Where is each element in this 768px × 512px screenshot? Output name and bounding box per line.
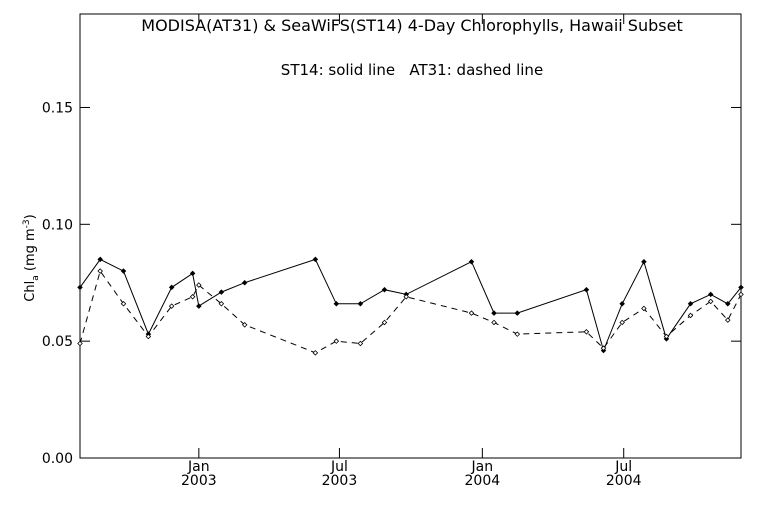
axes-group: 0.000.050.100.15Jan2003Jul2003Jan2004Jul…	[42, 13, 742, 489]
chart-title: MODISA(AT31) & SeaWiFS(ST14) 4-Day Chlor…	[141, 16, 682, 35]
point-at31-8	[241, 322, 248, 328]
x-tick-year-3: 2004	[606, 473, 642, 489]
point-at31-19	[619, 319, 625, 326]
point-at31-14	[468, 310, 475, 316]
point-st14-16	[514, 310, 521, 316]
y-axis-label: Chla (mg m-3)	[22, 214, 41, 301]
x-tick-year-1: 2003	[322, 473, 358, 489]
x-tick-month-3: Jul	[614, 459, 632, 475]
point-st14-9	[312, 256, 319, 263]
y-tick-label-2: 0.10	[42, 217, 73, 233]
point-st14-8	[241, 279, 248, 286]
chart-annotation: ST14: solid line AT31: dashed line	[281, 61, 543, 79]
point-st14-5	[189, 270, 196, 277]
point-st14-19	[619, 301, 625, 307]
point-st14-6	[196, 303, 202, 309]
y-tick-label-3: 0.15	[42, 100, 73, 116]
point-at31-10	[333, 338, 340, 344]
point-st14-1	[97, 256, 103, 263]
y-tick-label-0: 0.00	[42, 451, 73, 467]
point-st14-11	[357, 301, 364, 307]
x-tick-month-1: Jul	[330, 459, 348, 475]
x-tick-year-0: 2003	[181, 473, 217, 489]
series-layer	[77, 256, 744, 356]
point-st14-10	[333, 301, 340, 307]
point-st14-17	[583, 286, 590, 293]
point-st14-15	[491, 310, 497, 316]
series-line-st14	[79, 258, 742, 353]
point-at31-1	[97, 268, 103, 274]
y-axis-label-subscript: a	[31, 275, 41, 281]
point-st14-12	[381, 286, 388, 293]
point-at31-6	[196, 282, 202, 288]
y-axis-label-main: Chl	[23, 281, 38, 302]
point-at31-13	[403, 293, 409, 300]
point-at31-22	[687, 312, 694, 319]
x-tick-month-2: Jan	[471, 459, 494, 475]
point-at31-0	[77, 340, 83, 347]
y-axis-label-superscript: -3	[22, 219, 32, 228]
point-at31-18	[600, 345, 607, 351]
point-at31-12	[381, 319, 388, 326]
point-at31-25	[738, 291, 744, 298]
point-at31-4	[168, 303, 175, 309]
point-at31-23	[707, 298, 714, 305]
x-tick-year-2: 2004	[465, 473, 501, 489]
point-at31-16	[514, 331, 521, 337]
point-at31-9	[312, 350, 319, 356]
point-at31-20	[641, 305, 647, 312]
point-st14-7	[218, 289, 225, 295]
point-st14-0	[77, 284, 83, 291]
point-st14-20	[641, 258, 647, 265]
point-at31-21	[663, 333, 670, 340]
point-at31-7	[218, 301, 225, 307]
point-at31-24	[725, 317, 731, 323]
point-st14-25	[738, 284, 744, 291]
point-st14-22	[687, 301, 694, 307]
point-st14-24	[725, 301, 731, 307]
y-tick-label-1: 0.05	[42, 334, 73, 350]
point-at31-17	[583, 329, 590, 335]
point-st14-2	[120, 268, 127, 274]
series-line-at31	[79, 269, 742, 354]
point-st14-14	[468, 258, 475, 265]
point-st14-4	[168, 284, 175, 291]
point-at31-5	[189, 293, 196, 300]
point-at31-2	[120, 301, 127, 307]
point-at31-3	[145, 333, 152, 340]
point-at31-15	[491, 319, 497, 326]
y-axis-label-close: )	[23, 214, 38, 219]
y-axis-label-units: (mg m	[23, 228, 38, 275]
plot-frame	[79, 13, 742, 459]
point-at31-11	[357, 340, 364, 347]
point-st14-23	[707, 291, 714, 298]
x-tick-month-0: Jan	[187, 459, 210, 475]
